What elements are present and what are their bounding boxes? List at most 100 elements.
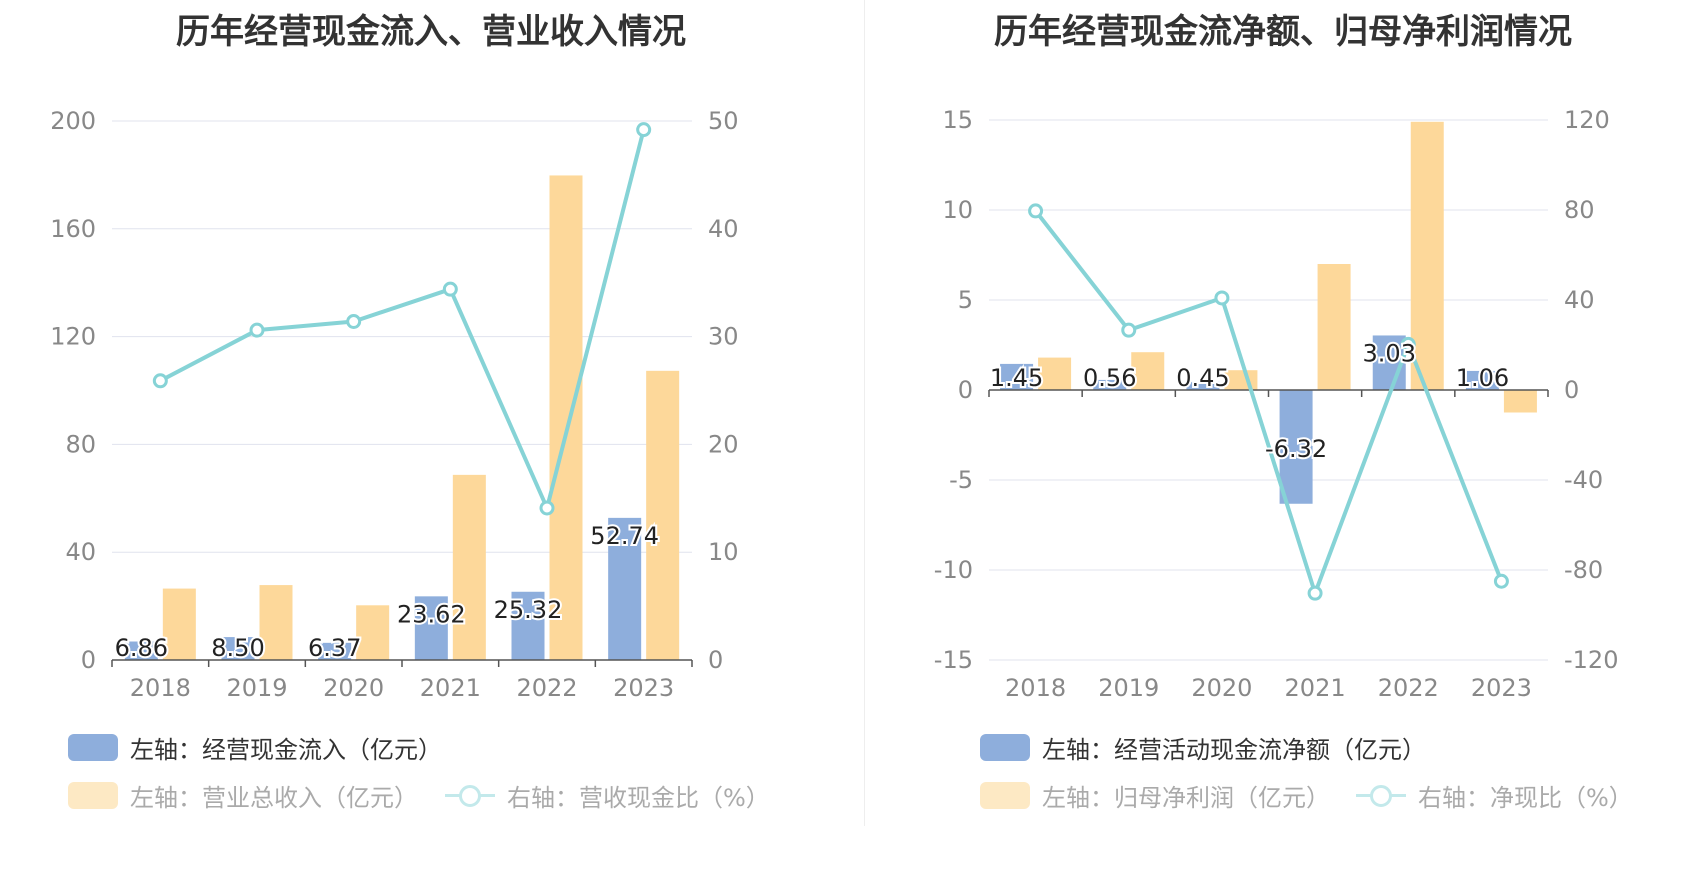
x-axis-tick-label: 2023 bbox=[613, 674, 674, 702]
bar bbox=[259, 585, 293, 660]
legend-label: 左轴：经营活动现金流净额（亿元） bbox=[1042, 736, 1426, 764]
bar bbox=[549, 175, 583, 660]
x-axis-tick-label: 2019 bbox=[1098, 674, 1159, 702]
legend-label: 左轴：营业总收入（亿元） bbox=[130, 784, 418, 812]
bar bbox=[1503, 390, 1537, 413]
chart-panel-cashflow-revenue: 历年经营现金流入、营业收入情况 0 40 80 120 160 200 0 10 20 30 40 5… bbox=[0, 0, 862, 830]
data-label: 8.50 bbox=[211, 634, 264, 662]
bar bbox=[1131, 352, 1165, 390]
y-axis-right-tick-label: 30 bbox=[708, 323, 739, 351]
legend-swatch bbox=[68, 734, 118, 761]
y-axis-right-tick-label: -40 bbox=[1564, 466, 1603, 494]
data-label: 25.32 bbox=[494, 596, 563, 624]
y-axis-right-tick-label: -120 bbox=[1564, 646, 1618, 674]
legend-item-total-revenue[interactable]: 左轴：营业总收入（亿元） bbox=[68, 778, 418, 813]
x-axis-tick-label: 2020 bbox=[1191, 674, 1252, 702]
y-axis-right-tick-label: -80 bbox=[1564, 556, 1603, 584]
y-axis-right-tick-label: 40 bbox=[1564, 286, 1595, 314]
line-point bbox=[152, 373, 168, 389]
y-axis-left-tick-label: -5 bbox=[949, 466, 973, 494]
x-axis-tick-label: 2022 bbox=[516, 674, 577, 702]
y-axis-left-tick-label: 40 bbox=[65, 538, 96, 566]
bar bbox=[1410, 121, 1444, 391]
line-point bbox=[1214, 290, 1230, 306]
x-axis-tick-label: 2020 bbox=[323, 674, 384, 702]
x-axis-tick-label: 2018 bbox=[1005, 674, 1066, 702]
data-label: 3.03 bbox=[1363, 339, 1416, 367]
bar bbox=[1465, 370, 1499, 390]
legend-item-net-cash-ratio[interactable]: 右轴：净现比（%） bbox=[1356, 778, 1633, 813]
legend-label: 右轴：营收现金比（%） bbox=[507, 784, 770, 812]
line-point bbox=[249, 322, 265, 338]
bar bbox=[356, 605, 390, 660]
chart-title: 历年经营现金流入、营业收入情况 bbox=[176, 12, 686, 52]
line-point bbox=[346, 314, 362, 330]
data-label: 1.06 bbox=[1456, 364, 1509, 392]
bar bbox=[318, 642, 352, 660]
legend-item-cash-inflow[interactable]: 左轴：经营现金流入（亿元） bbox=[68, 730, 442, 765]
bar bbox=[646, 370, 680, 660]
line-point bbox=[1493, 573, 1509, 589]
y-axis-left-tick-label: 15 bbox=[942, 106, 973, 134]
legend-item-net-profit[interactable]: 左轴：归母净利润（亿元） bbox=[980, 778, 1330, 813]
bar bbox=[1000, 363, 1034, 390]
x-axis-tick-label: 2021 bbox=[1285, 674, 1346, 702]
legend-swatch bbox=[68, 782, 118, 809]
data-label: 6.37 bbox=[308, 634, 361, 662]
line-point bbox=[442, 281, 458, 297]
bar bbox=[452, 474, 486, 660]
bar bbox=[1317, 264, 1351, 390]
y-axis-left-tick-label: 200 bbox=[50, 107, 96, 135]
y-axis-left-tick-label: 80 bbox=[65, 430, 96, 458]
legend-swatch bbox=[980, 782, 1030, 809]
y-axis-left-tick-label: -10 bbox=[934, 556, 973, 584]
x-axis-tick-label: 2018 bbox=[130, 674, 191, 702]
y-axis-left-tick-label: 120 bbox=[50, 323, 96, 351]
legend-item-net-operating-cashflow[interactable]: 左轴：经营活动现金流净额（亿元） bbox=[980, 730, 1426, 765]
legend-label: 左轴：经营现金流入（亿元） bbox=[130, 736, 442, 764]
y-axis-right-tick-label: 20 bbox=[708, 430, 739, 458]
bar bbox=[1279, 390, 1313, 504]
line-point bbox=[1121, 322, 1137, 338]
y-axis-right-tick-label: 10 bbox=[708, 538, 739, 566]
x-axis-tick-label: 2022 bbox=[1378, 674, 1439, 702]
y-axis-left-tick-label: 5 bbox=[958, 286, 973, 314]
legend-item-revenue-cash-ratio[interactable]: 右轴：营收现金比（%） bbox=[445, 778, 770, 813]
y-axis-right-tick-label: 0 bbox=[1564, 376, 1579, 404]
line-point bbox=[1028, 203, 1044, 219]
bar bbox=[221, 637, 255, 660]
line-series bbox=[159, 129, 646, 511]
data-label: 52.74 bbox=[590, 522, 659, 550]
data-label: 0.45 bbox=[1176, 364, 1229, 392]
line-point bbox=[1400, 336, 1416, 352]
y-axis-left-tick-label: 10 bbox=[942, 196, 973, 224]
chart-panel-netcashflow-profit: 历年经营现金流净额、归母净利润情况 -15 -10 -5 0 5 10 15 -120 -80 -… bbox=[866, 0, 1700, 830]
chart-title: 历年经营现金流净额、归母净利润情况 bbox=[994, 12, 1572, 52]
data-label: 0.56 bbox=[1083, 364, 1136, 392]
bar bbox=[608, 517, 642, 660]
panel-divider bbox=[864, 0, 865, 826]
y-axis-left-tick-label: 160 bbox=[50, 215, 96, 243]
y-axis-right-tick-label: 40 bbox=[708, 215, 739, 243]
bar bbox=[1038, 357, 1072, 390]
legend-swatch bbox=[980, 734, 1030, 761]
legend-label: 左轴：归母净利润（亿元） bbox=[1042, 784, 1330, 812]
line-point bbox=[1307, 585, 1323, 601]
bar bbox=[1093, 379, 1127, 390]
bar bbox=[1186, 381, 1220, 390]
x-axis-tick-label: 2019 bbox=[226, 674, 287, 702]
y-axis-left-tick-label: 0 bbox=[81, 646, 96, 674]
bar bbox=[124, 641, 158, 660]
line-series bbox=[1034, 209, 1504, 596]
bar bbox=[511, 591, 545, 660]
line-point bbox=[539, 500, 555, 516]
data-label: 6.86 bbox=[115, 634, 168, 662]
y-axis-left-tick-label: -15 bbox=[934, 646, 973, 674]
y-axis-right-tick-label: 50 bbox=[708, 107, 739, 135]
legend-label: 右轴：净现比（%） bbox=[1418, 784, 1633, 812]
data-label: 1.45 bbox=[990, 364, 1043, 392]
y-axis-right-tick-label: 80 bbox=[1564, 196, 1595, 224]
x-axis-tick-label: 2021 bbox=[420, 674, 481, 702]
legend-line-marker bbox=[445, 782, 495, 809]
data-label: 23.62 bbox=[397, 600, 466, 628]
